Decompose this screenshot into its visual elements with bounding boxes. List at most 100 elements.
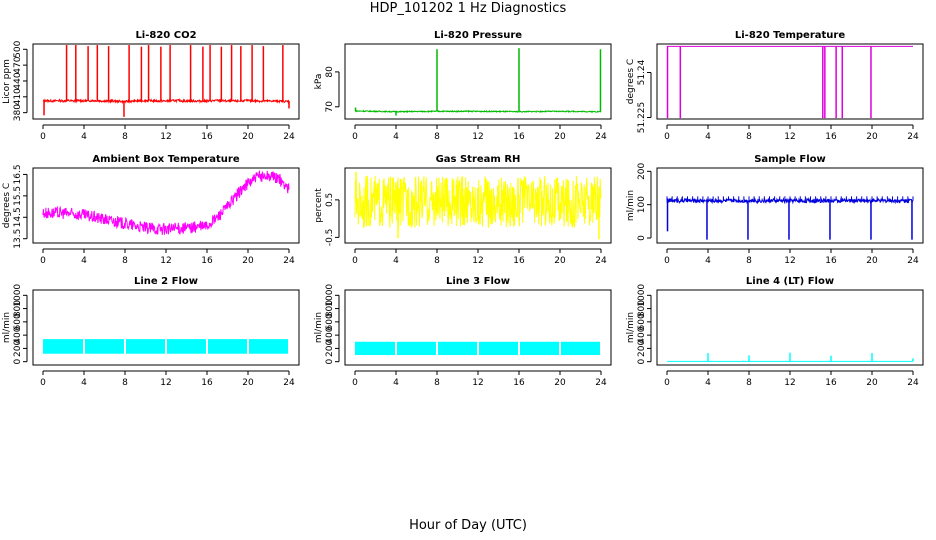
chart-title: Line 4 (LT) Flow	[746, 276, 834, 287]
data-layer	[43, 339, 288, 354]
x-tick-label: 8	[122, 378, 128, 388]
y-tick-label: 400	[13, 326, 23, 343]
x-tick-label: 24	[283, 132, 295, 142]
x-tick-label: 4	[705, 256, 711, 266]
x-tick-label: 0	[40, 378, 46, 388]
figure-title: HDP_101202 1 Hz Diagnostics	[369, 1, 567, 16]
x-tick-label: 12	[472, 378, 483, 388]
x-tick-label: 12	[472, 132, 483, 142]
x-tick-label: 16	[825, 132, 837, 142]
x-tick-label: 20	[242, 256, 254, 266]
x-tick-label: 24	[595, 132, 607, 142]
chart-panel-1: Li-820 CO2 Licor ppm 0 4 8 12 16 20 24 3804104404…	[2, 30, 300, 142]
data-band	[397, 341, 436, 356]
x-tick-label: 4	[393, 132, 399, 142]
x-tick-label: 20	[554, 132, 566, 142]
x-tick-label: 8	[122, 132, 128, 142]
data-layer	[666, 45, 913, 119]
x-tick-label: 20	[242, 378, 254, 388]
x-tick-label: 24	[283, 256, 295, 266]
y-tick-label: 410	[13, 88, 23, 105]
plot-frame	[344, 167, 612, 244]
x-tick-label: 12	[784, 132, 795, 142]
x-tick-label: 8	[746, 378, 752, 388]
y-tick-label: 200	[13, 340, 23, 357]
data-layer	[666, 196, 914, 240]
data-band	[561, 341, 600, 356]
x-tick-label: 12	[472, 256, 483, 266]
x-tick-label: 4	[81, 378, 87, 388]
x-tick-label: 4	[81, 132, 87, 142]
y-tick-label: 600	[637, 313, 647, 330]
data-band	[520, 341, 559, 356]
y-tick-label: 440	[13, 72, 23, 89]
y-tick-label: 200	[637, 340, 647, 357]
x-tick-label: 24	[907, 132, 919, 142]
data-layer	[355, 341, 600, 356]
x-tick-label: 8	[434, 132, 440, 142]
data-layer	[42, 45, 290, 117]
x-tick-label: 0	[40, 256, 46, 266]
chart-title: Line 3 Flow	[446, 276, 510, 287]
plot-frame	[656, 167, 924, 244]
x-tick-label: 12	[160, 378, 171, 388]
y-tick-label: 16.5	[13, 164, 23, 184]
x-tick-label: 4	[393, 256, 399, 266]
x-tick-label: 24	[283, 378, 295, 388]
chart-panel-6: Sample Flow ml/min 0 4 8 12 16 20 24 0 100 200	[626, 154, 924, 266]
x-tick-label: 12	[784, 256, 795, 266]
y-tick-label: 380	[13, 104, 23, 121]
data-band	[249, 339, 288, 354]
x-tick-label: 4	[705, 378, 711, 388]
x-tick-label: 16	[825, 378, 837, 388]
chart-title: Li-820 CO2	[135, 30, 196, 41]
y-tick-label: 70	[325, 101, 335, 113]
chart-panel-7: Line 2 Flow ml/min 0 4 8 12 16 20 24 0 20040060080…	[2, 276, 300, 388]
y-tick-label: 600	[13, 313, 23, 330]
y-tick-label: 100	[637, 196, 647, 213]
x-tick-label: 4	[81, 256, 87, 266]
data-series	[42, 97, 290, 105]
y-tick-label: 0	[637, 235, 647, 241]
y-tick-label: 400	[637, 326, 647, 343]
data-band	[479, 341, 518, 356]
x-tick-label: 20	[866, 256, 878, 266]
chart-title: Li-820 Temperature	[735, 30, 845, 41]
x-tick-label: 24	[595, 378, 607, 388]
y-tick-label: 0	[637, 359, 647, 365]
y-tick-label: 0	[325, 359, 335, 365]
x-tick-label: 0	[664, 256, 670, 266]
y-tick-label: 400	[325, 326, 335, 343]
x-tick-label: 8	[746, 132, 752, 142]
x-tick-label: 16	[201, 132, 213, 142]
y-tick-label: 1000	[13, 284, 23, 307]
data-band	[438, 341, 477, 356]
y-tick-label: 500	[13, 40, 23, 57]
x-tick-label: 12	[784, 378, 795, 388]
x-tick-label: 8	[434, 378, 440, 388]
x-tick-label: 16	[513, 378, 525, 388]
data-band	[167, 339, 206, 354]
y-tick-label: 51.225	[637, 102, 647, 134]
data-band	[126, 339, 165, 354]
plot-frame	[656, 43, 924, 120]
data-layer	[42, 170, 290, 235]
x-tick-label: 20	[866, 378, 878, 388]
y-axis-label: Licor ppm	[2, 59, 12, 104]
plot-frame	[656, 289, 924, 366]
plot-frame	[344, 43, 612, 120]
x-tick-label: 8	[434, 256, 440, 266]
chart-title: Ambient Box Temperature	[92, 154, 239, 165]
data-layer	[667, 352, 914, 362]
x-tick-label: 0	[664, 132, 670, 142]
y-tick-label: 800	[325, 300, 335, 317]
chart-title: Gas Stream RH	[436, 154, 521, 165]
x-tick-label: 0	[40, 132, 46, 142]
y-tick-label: -0.5	[325, 229, 335, 247]
data-series	[42, 170, 290, 235]
x-tick-label: 20	[554, 378, 566, 388]
x-tick-label: 0	[352, 132, 358, 142]
y-axis-label: percent	[314, 188, 324, 223]
